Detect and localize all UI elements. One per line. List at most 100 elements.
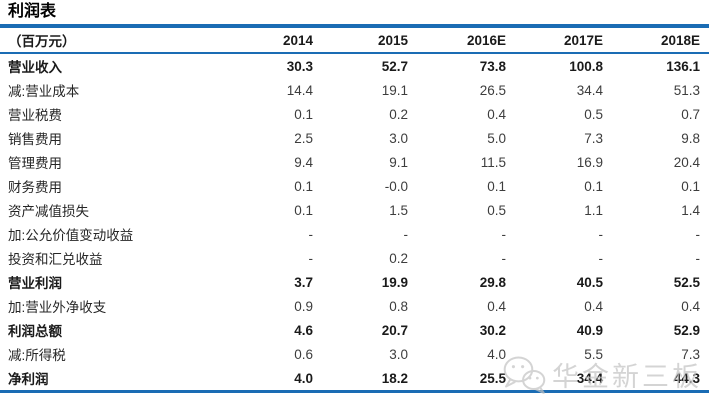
row-label: 加:公允价值变动收益 — [8, 228, 134, 243]
row-value: 0.4 — [487, 106, 506, 122]
table-row: 营业税费 0.1 0.2 0.4 0.5 0.7 — [0, 102, 709, 126]
row-value: 4.0 — [487, 346, 506, 362]
row-value: 0.8 — [389, 298, 408, 314]
year-header: 2014 — [240, 26, 313, 54]
year-header: 2017E — [506, 26, 603, 54]
row-label: 减:营业成本 — [8, 84, 80, 99]
table-row: 投资和汇兑收益 - 0.2 - - - — [0, 246, 709, 270]
row-value: 0.5 — [487, 202, 506, 218]
row-label: 利润总额 — [8, 324, 62, 339]
table-row: 销售费用 2.5 3.0 5.0 7.3 9.8 — [0, 126, 709, 150]
row-value: 19.1 — [381, 82, 408, 98]
table-row: 净利润 4.0 18.2 25.5 34.4 44.3 — [0, 366, 709, 392]
row-value: 18.2 — [381, 370, 408, 386]
income-statement-table: （百万元） 2014 2015 2016E 2017E 2018E 营业收入 30.3 52… — [0, 24, 709, 393]
row-value: 0.4 — [584, 298, 603, 314]
row-label: 财务费用 — [8, 180, 62, 195]
row-value: 0.4 — [681, 298, 700, 314]
row-value: 44.3 — [673, 370, 700, 386]
row-value: 52.5 — [673, 274, 700, 290]
year-header: 2015 — [313, 26, 408, 54]
row-value: -0.0 — [384, 178, 408, 194]
row-value: 16.9 — [576, 154, 603, 170]
row-value: 4.0 — [294, 370, 313, 386]
row-value: 0.1 — [294, 178, 313, 194]
year-header: 2018E — [603, 26, 709, 54]
table-row: 资产减值损失 0.1 1.5 0.5 1.1 1.4 — [0, 198, 709, 222]
table-row: 管理费用 9.4 9.1 11.5 16.9 20.4 — [0, 150, 709, 174]
row-value: - — [695, 250, 701, 266]
row-label: 加:营业外净收支 — [8, 300, 107, 315]
row-label: 管理费用 — [8, 156, 62, 171]
row-value: 51.3 — [673, 82, 700, 98]
row-value: 40.5 — [576, 274, 603, 290]
row-value: 2.5 — [294, 130, 313, 146]
row-value: 30.2 — [479, 322, 506, 338]
table-row: 利润总额 4.6 20.7 30.2 40.9 52.9 — [0, 318, 709, 342]
table-row: 营业收入 30.3 52.7 73.8 100.8 136.1 — [0, 53, 709, 78]
row-value: 0.9 — [294, 298, 313, 314]
row-label: 资产减值损失 — [8, 204, 89, 219]
row-value: 0.4 — [487, 298, 506, 314]
row-value: 73.8 — [479, 58, 506, 74]
row-value: - — [501, 226, 507, 242]
row-value: - — [695, 226, 701, 242]
row-value: 52.9 — [673, 322, 700, 338]
row-value: 3.7 — [294, 274, 313, 290]
row-value: 9.1 — [389, 154, 408, 170]
row-value: 0.1 — [294, 202, 313, 218]
row-value: 40.9 — [576, 322, 603, 338]
row-value: 0.1 — [294, 106, 313, 122]
table-row: 加:营业外净收支 0.9 0.8 0.4 0.4 0.4 — [0, 294, 709, 318]
row-value: 100.8 — [569, 58, 603, 74]
row-value: 26.5 — [479, 82, 506, 98]
row-value: 7.3 — [681, 346, 700, 362]
row-label: 营业税费 — [8, 108, 62, 123]
row-value: - — [501, 250, 507, 266]
row-value: - — [308, 250, 314, 266]
row-value: 30.3 — [286, 58, 313, 74]
row-value: 3.0 — [389, 346, 408, 362]
unit-header: （百万元） — [0, 26, 240, 54]
table-row: 营业利润 3.7 19.9 29.8 40.5 52.5 — [0, 270, 709, 294]
row-value: - — [308, 226, 314, 242]
row-value: 34.4 — [576, 82, 603, 98]
row-value: 1.5 — [389, 202, 408, 218]
year-header: 2016E — [408, 26, 506, 54]
row-value: 25.5 — [479, 370, 506, 386]
row-value: 5.5 — [584, 346, 603, 362]
row-label: 净利润 — [8, 372, 49, 387]
row-value: - — [598, 226, 604, 242]
table-header-row: （百万元） 2014 2015 2016E 2017E 2018E — [0, 26, 709, 54]
page-title: 利润表 — [8, 3, 57, 20]
row-value: 0.1 — [487, 178, 506, 194]
row-value: 0.2 — [389, 106, 408, 122]
row-value: 9.4 — [294, 154, 313, 170]
table-body: 营业收入 30.3 52.7 73.8 100.8 136.1 减:营业成本 14.4 19.1… — [0, 53, 709, 392]
row-label: 投资和汇兑收益 — [8, 252, 103, 267]
row-value: 5.0 — [487, 130, 506, 146]
table-row: 加:公允价值变动收益 - - - - - — [0, 222, 709, 246]
row-value: 20.7 — [381, 322, 408, 338]
row-value: 4.6 — [294, 322, 313, 338]
row-value: 3.0 — [389, 130, 408, 146]
table-row: 减:所得税 0.6 3.0 4.0 5.5 7.3 — [0, 342, 709, 366]
table-row: 财务费用 0.1 -0.0 0.1 0.1 0.1 — [0, 174, 709, 198]
row-value: 52.7 — [381, 58, 408, 74]
row-label: 营业利润 — [8, 276, 62, 291]
row-label: 营业收入 — [8, 60, 62, 75]
row-value: 1.1 — [584, 202, 603, 218]
row-value: 0.5 — [584, 106, 603, 122]
row-value: 20.4 — [673, 154, 700, 170]
row-label: 销售费用 — [8, 132, 62, 147]
row-value: 29.8 — [479, 274, 506, 290]
row-value: 0.2 — [389, 250, 408, 266]
row-value: - — [403, 226, 409, 242]
row-value: 9.8 — [681, 130, 700, 146]
row-value: 0.6 — [294, 346, 313, 362]
row-value: 1.4 — [681, 202, 700, 218]
row-label: 减:所得税 — [8, 348, 66, 363]
row-value: 34.4 — [576, 370, 603, 386]
row-value: 14.4 — [286, 82, 313, 98]
